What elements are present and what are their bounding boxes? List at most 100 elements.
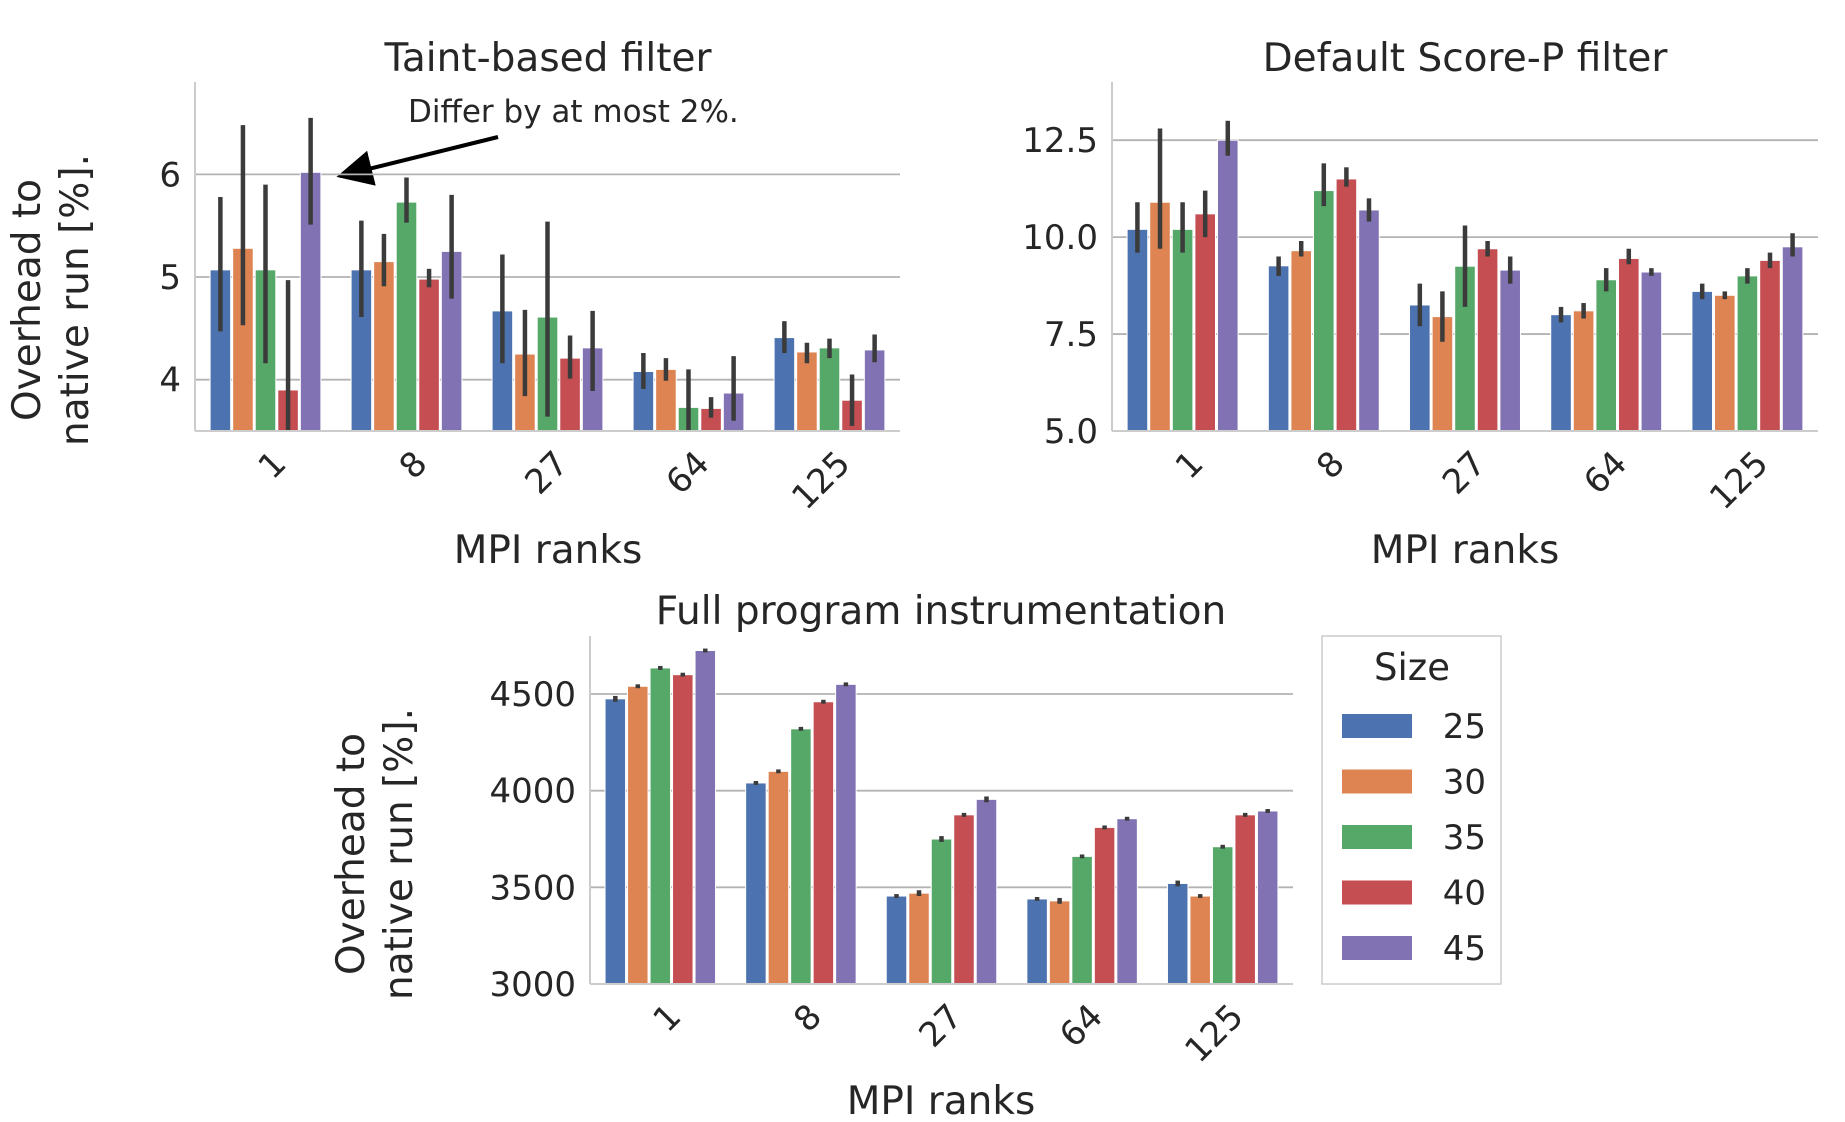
- x-tick-label: 64: [658, 444, 717, 503]
- bar: [649, 667, 672, 985]
- bar: [835, 683, 857, 985]
- x-tick-label: 64: [1576, 444, 1635, 503]
- x-tick-label: 27: [517, 444, 576, 503]
- bar: [818, 347, 841, 432]
- y-axis-label-line-1: Overhead to: [329, 733, 374, 975]
- legend-title: Size: [1374, 646, 1450, 689]
- legend-swatch: [1342, 936, 1412, 960]
- bar: [790, 728, 812, 985]
- x-tick-label: 125: [1702, 444, 1776, 518]
- legend-swatch: [1342, 769, 1412, 794]
- y-tick-label: 4500: [489, 675, 576, 715]
- legend-swatch: [1342, 714, 1412, 738]
- y-axis-label: Overhead to native run [%].: [329, 708, 422, 1000]
- bar: [953, 814, 975, 985]
- y-tick-label: 6: [159, 155, 181, 195]
- bar: [1290, 250, 1313, 432]
- x-tick-label: 1: [646, 997, 690, 1041]
- bar: [1313, 190, 1335, 432]
- y-tick-label: 4000: [489, 772, 576, 812]
- x-tick-label: 27: [911, 997, 970, 1056]
- panel-default-scorep-filter: Default Score-P filter MPI ranks 5.0 7.5 1…: [1022, 36, 1818, 573]
- x-tick-label: 27: [1435, 444, 1494, 503]
- bar: [1691, 290, 1714, 432]
- bar: [1759, 259, 1781, 432]
- bar: [1256, 810, 1279, 985]
- bar: [1189, 895, 1211, 985]
- y-tick-label: 12.5: [1022, 121, 1098, 161]
- y-axis-label: Overhead to native run [%].: [5, 154, 98, 446]
- legend-entry-label: 45: [1443, 929, 1486, 969]
- bar: [1781, 246, 1804, 432]
- panel-title: Taint-based filter: [383, 36, 712, 81]
- bar: [1216, 139, 1239, 432]
- bar: [1093, 826, 1116, 985]
- bar: [1640, 271, 1663, 432]
- bar: [812, 701, 835, 985]
- bar: [975, 798, 998, 985]
- bar: [1595, 279, 1617, 432]
- x-axis-label: MPI ranks: [1371, 528, 1560, 573]
- bar: [1572, 310, 1595, 432]
- bar: [908, 892, 930, 985]
- bar: [1166, 882, 1189, 985]
- y-axis-label-line-1: Overhead to: [5, 179, 50, 421]
- legend-swatch: [1342, 880, 1412, 905]
- bar: [745, 782, 767, 985]
- x-tick-label: 8: [786, 997, 830, 1041]
- legend-frame: [1321, 635, 1502, 985]
- x-tick-label: 125: [1177, 997, 1251, 1071]
- bar: [1358, 209, 1380, 432]
- x-tick-label: 1: [251, 444, 295, 488]
- bar: [604, 698, 627, 985]
- bar: [1499, 269, 1521, 432]
- bar: [1126, 228, 1149, 432]
- annotation-arrow: [336, 135, 499, 186]
- y-tick-label: 7.5: [1044, 315, 1098, 355]
- bar: [418, 278, 440, 432]
- bar: [930, 838, 953, 985]
- bar: [1048, 900, 1071, 985]
- bar: [767, 770, 790, 985]
- y-tick-label: 10.0: [1022, 218, 1098, 258]
- y-tick-label: 5.0: [1044, 412, 1098, 452]
- y-tick-label: 5: [159, 258, 181, 298]
- bar: [1714, 294, 1736, 432]
- legend-entry-label: 40: [1443, 874, 1486, 914]
- legend-entry-label: 25: [1443, 707, 1486, 747]
- bar: [1617, 257, 1640, 432]
- y-tick-label: 3500: [489, 868, 576, 908]
- bar: [1026, 898, 1048, 985]
- bar: [1267, 265, 1290, 432]
- bar: [1335, 178, 1358, 432]
- bar: [885, 895, 908, 985]
- bar: [1211, 846, 1234, 985]
- panel-title: Default Score-P filter: [1263, 36, 1669, 81]
- bar: [694, 650, 717, 985]
- x-tick-label: 125: [784, 444, 858, 518]
- bar: [1476, 248, 1499, 432]
- x-axis-label: MPI ranks: [847, 1079, 1036, 1122]
- y-tick-label: 4: [159, 361, 181, 401]
- x-tick-label: 8: [1309, 444, 1353, 488]
- bar: [373, 261, 395, 432]
- bar: [1194, 213, 1216, 432]
- y-axis-label-line-2: native run [%].: [377, 708, 422, 1000]
- y-tick-label: 3000: [489, 965, 576, 1005]
- x-axis-label: MPI ranks: [454, 528, 643, 573]
- legend-swatch: [1342, 825, 1412, 849]
- panel-full-program-instrumentation: Full program instrumentation Overhead to…: [329, 589, 1293, 1122]
- legend: Size 25 30 35 40 45: [1321, 635, 1502, 985]
- x-tick-label: 8: [392, 444, 436, 488]
- legend-entry-label: 35: [1443, 818, 1486, 858]
- bar: [796, 351, 818, 432]
- bar: [627, 685, 649, 985]
- bar: [1116, 818, 1138, 985]
- panel-taint-based-filter: Taint-based filter Overhead to native ru…: [5, 36, 900, 573]
- bar: [1550, 314, 1572, 432]
- legend-entry-label: 30: [1443, 763, 1486, 803]
- y-axis-label-line-2: native run [%].: [53, 154, 98, 446]
- annotation-text: Differ by at most 2%.: [408, 94, 739, 130]
- x-tick-label: 1: [1168, 444, 1212, 488]
